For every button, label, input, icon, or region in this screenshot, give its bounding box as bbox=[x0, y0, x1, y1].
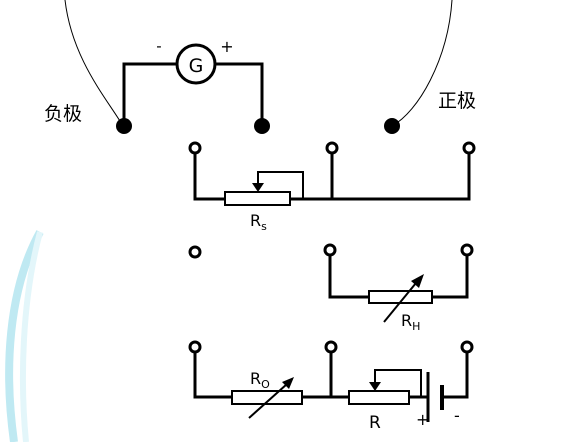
terminal-row3-right bbox=[460, 340, 474, 354]
watermark-arc bbox=[5, 230, 44, 442]
galvanometer-letter: G bbox=[189, 55, 204, 77]
r0-label: RO bbox=[250, 369, 270, 391]
negative-terminal bbox=[116, 118, 132, 134]
positive-test-lead bbox=[391, 0, 453, 127]
terminal-row2-right bbox=[460, 243, 474, 257]
variable-resistor-r0 bbox=[231, 390, 303, 405]
galvanometer-circuit: G - + bbox=[122, 37, 264, 128]
shunt-resistor-rs bbox=[224, 191, 291, 206]
terminal-row2-middle bbox=[323, 243, 337, 257]
rheostat-row: RH bbox=[328, 252, 469, 333]
shunt-resistor-row: Rs bbox=[193, 150, 471, 233]
negative-pole-label: 负极 bbox=[44, 103, 82, 125]
galvanometer-minus-sign: - bbox=[156, 37, 161, 55]
resistor-r bbox=[348, 390, 410, 405]
terminal-row3-left bbox=[188, 340, 202, 354]
battery-row: RO R + - bbox=[193, 349, 469, 433]
terminal-row2-left bbox=[188, 245, 202, 259]
terminal-row1-left bbox=[188, 141, 202, 155]
rs-label: Rs bbox=[250, 211, 267, 233]
galvanometer-positive-terminal bbox=[254, 118, 270, 134]
battery-plus-sign: + bbox=[416, 410, 429, 429]
galvanometer-plus-sign: + bbox=[220, 37, 233, 56]
positive-terminal bbox=[384, 118, 400, 134]
rh-label: RH bbox=[401, 311, 420, 333]
terminal-row1-right bbox=[462, 141, 476, 155]
negative-test-lead bbox=[64, 0, 124, 127]
galvanometer-symbol bbox=[175, 43, 217, 85]
positive-pole-label: 正极 bbox=[438, 90, 476, 112]
r-label: R bbox=[369, 413, 381, 433]
battery-minus-sign: - bbox=[454, 406, 460, 425]
terminal-row1-middle bbox=[325, 141, 339, 155]
terminal-row3-middle bbox=[324, 340, 338, 354]
